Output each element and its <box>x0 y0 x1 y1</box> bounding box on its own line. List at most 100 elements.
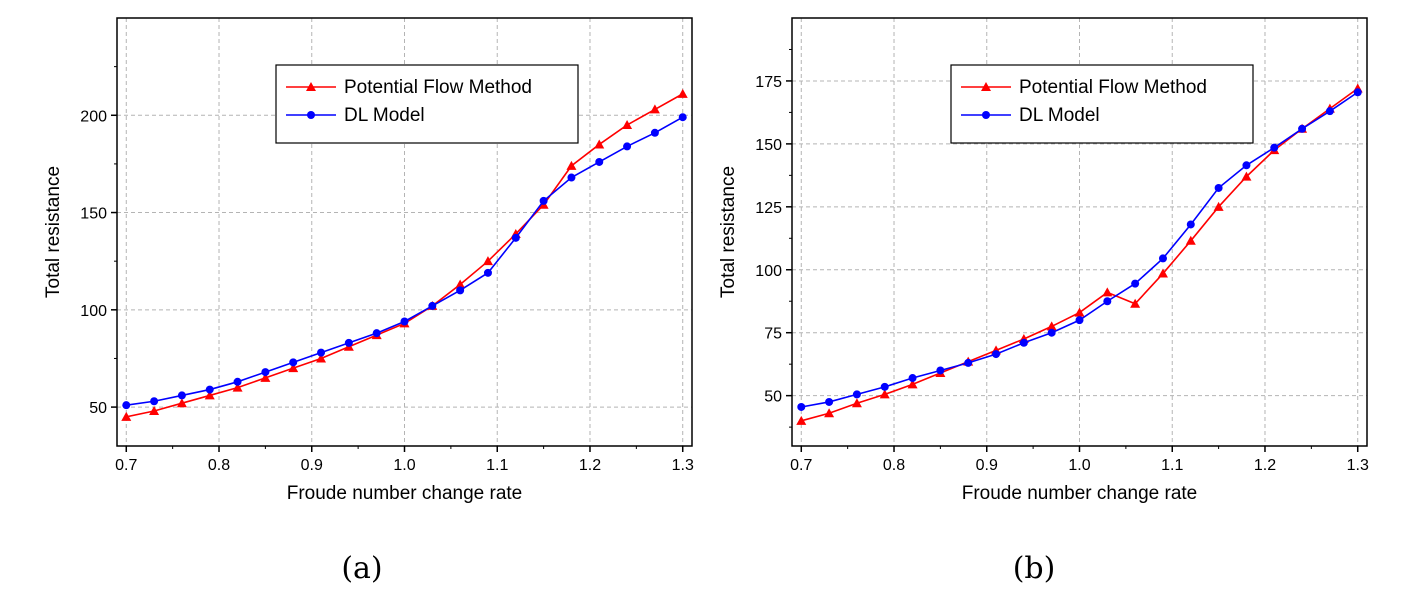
x-tick-label: 1.2 <box>1254 457 1276 474</box>
data-point-circle <box>372 329 381 338</box>
data-point-circle <box>964 358 973 367</box>
chart-panel-a: 0.7 0.8 0.9 1.0 1.1 1.2 1.3 50 100 150 200 Froude n… <box>43 17 694 586</box>
data-point-circle <box>1103 297 1112 306</box>
x-tick-label: 1.0 <box>393 457 415 474</box>
data-point-circle <box>177 391 186 400</box>
data-point-triangle <box>1185 235 1196 245</box>
data-point-circle <box>797 402 806 411</box>
x-tick-label: 1.1 <box>1161 457 1183 474</box>
data-point-circle <box>678 113 687 122</box>
y-tick-label: 150 <box>80 206 107 223</box>
y-tick-label: 50 <box>764 389 782 406</box>
data-point-circle <box>456 286 465 295</box>
data-point-triangle <box>851 398 862 408</box>
data-point-circle <box>150 397 159 406</box>
y-axis-title: Total resistance <box>718 166 739 298</box>
data-point-circle <box>1047 328 1056 337</box>
panel-caption: (a) <box>341 551 382 586</box>
data-point-circle <box>511 233 520 242</box>
data-point-circle <box>233 377 242 386</box>
x-tick-label: 0.7 <box>790 457 812 474</box>
y-tick-label: 50 <box>89 400 107 417</box>
data-point-triangle <box>1130 298 1141 308</box>
x-tick-label: 0.8 <box>208 457 230 474</box>
x-tick-label: 0.7 <box>115 457 137 474</box>
x-tick-label: 0.9 <box>301 457 323 474</box>
x-tick-label: 1.3 <box>672 457 694 474</box>
data-point-circle <box>623 142 632 151</box>
data-point-circle <box>1019 338 1028 347</box>
data-point-circle <box>1270 143 1279 152</box>
y-tick-label: 125 <box>755 200 782 217</box>
data-point-triangle <box>566 160 577 170</box>
legend-marker-circle <box>982 111 990 119</box>
x-tick-label: 1.0 <box>1068 457 1090 474</box>
x-tick-label: 0.9 <box>976 457 998 474</box>
data-point-triangle <box>907 379 918 389</box>
data-point-triangle <box>204 390 215 400</box>
x-tick-label: 1.1 <box>486 457 508 474</box>
data-point-circle <box>852 390 861 399</box>
data-point-circle <box>317 348 326 357</box>
data-point-triangle <box>149 405 160 415</box>
data-point-triangle <box>455 279 466 289</box>
data-point-circle <box>483 268 492 277</box>
data-point-triangle <box>1074 307 1085 317</box>
data-point-triangle <box>260 372 271 382</box>
data-point-triangle <box>1157 268 1168 278</box>
data-point-circle <box>1353 88 1362 97</box>
data-point-triangle <box>1046 321 1057 331</box>
x-tick-label: 0.8 <box>883 457 905 474</box>
data-point-circle <box>344 338 353 347</box>
data-point-triangle <box>176 398 187 408</box>
legend-label: Potential Flow Method <box>1019 77 1207 98</box>
x-tick-label: 1.2 <box>579 457 601 474</box>
data-point-triangle <box>824 408 835 418</box>
x-axis-title: Froude number change rate <box>287 483 523 504</box>
data-point-triangle <box>1241 171 1252 181</box>
y-axis-title: Total resistance <box>43 166 64 298</box>
legend-label: DL Model <box>344 105 425 126</box>
data-point-circle <box>825 397 834 406</box>
data-point-circle <box>428 301 437 310</box>
data-point-circle <box>650 128 659 137</box>
legend-label: Potential Flow Method <box>344 77 532 98</box>
legend-box <box>275 64 579 144</box>
legend-marker-circle <box>307 111 315 119</box>
data-point-triangle <box>482 256 493 266</box>
data-point-circle <box>1298 124 1307 133</box>
data-point-circle <box>1242 161 1251 170</box>
data-point-triangle <box>232 382 243 392</box>
y-tick-label: 175 <box>755 74 782 91</box>
data-point-circle <box>992 350 1001 359</box>
y-tick-label: 200 <box>80 108 107 125</box>
data-point-circle <box>1325 107 1334 116</box>
y-tick-label: 150 <box>755 137 782 154</box>
legend-marker-triangle <box>981 82 991 91</box>
data-point-triangle <box>288 363 299 373</box>
data-point-triangle <box>316 353 327 363</box>
chart-panel-b: 0.7 0.8 0.9 1.0 1.1 1.2 1.3 50 75 100 125 150 175 Fro… <box>718 17 1369 586</box>
data-point-triangle <box>121 411 132 421</box>
data-point-circle <box>400 317 409 326</box>
data-point-circle <box>261 368 270 377</box>
data-point-circle <box>908 374 917 383</box>
data-point-circle <box>1131 279 1140 288</box>
x-axis-title: Froude number change rate <box>962 483 1198 504</box>
data-point-triangle <box>1213 201 1224 211</box>
data-point-circle <box>289 358 298 367</box>
data-point-triangle <box>649 104 660 114</box>
x-tick-label: 1.3 <box>1347 457 1369 474</box>
data-point-triangle <box>1102 287 1113 297</box>
data-point-triangle <box>796 415 807 425</box>
data-point-circle <box>1214 183 1223 192</box>
legend-label: DL Model <box>1019 105 1100 126</box>
data-point-circle <box>1075 316 1084 325</box>
data-point-circle <box>1186 220 1195 229</box>
data-point-circle <box>595 157 604 166</box>
legend-box <box>950 64 1254 144</box>
data-point-triangle <box>677 88 688 98</box>
data-point-circle <box>122 401 131 410</box>
data-point-triangle <box>594 139 605 149</box>
